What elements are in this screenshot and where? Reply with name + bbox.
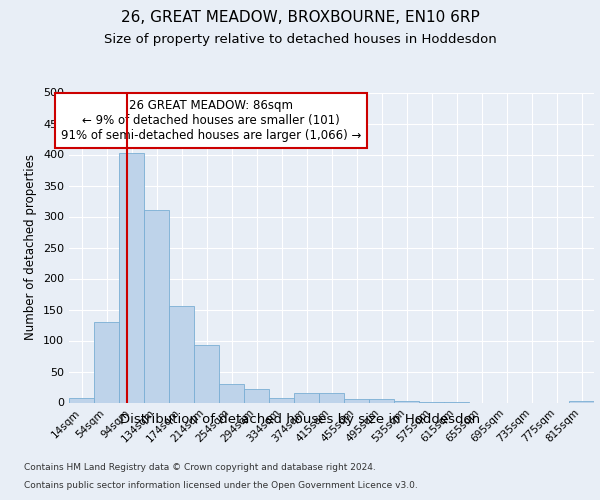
Bar	[69, 398, 94, 402]
Bar	[569, 400, 594, 402]
Text: Distribution of detached houses by size in Hoddesdon: Distribution of detached houses by size …	[120, 412, 480, 426]
Text: 26, GREAT MEADOW, BROXBOURNE, EN10 6RP: 26, GREAT MEADOW, BROXBOURNE, EN10 6RP	[121, 10, 479, 25]
Bar	[344, 399, 369, 402]
Text: Size of property relative to detached houses in Hoddesdon: Size of property relative to detached ho…	[104, 32, 496, 46]
Bar	[219, 384, 244, 402]
Bar	[194, 346, 219, 403]
Y-axis label: Number of detached properties: Number of detached properties	[25, 154, 37, 340]
Text: 26 GREAT MEADOW: 86sqm
← 9% of detached houses are smaller (101)
91% of semi-det: 26 GREAT MEADOW: 86sqm ← 9% of detached …	[61, 98, 361, 142]
Bar	[144, 210, 169, 402]
Bar	[94, 322, 119, 402]
Bar	[169, 306, 194, 402]
Text: Contains HM Land Registry data © Crown copyright and database right 2024.: Contains HM Land Registry data © Crown c…	[24, 464, 376, 472]
Text: Contains public sector information licensed under the Open Government Licence v3: Contains public sector information licen…	[24, 481, 418, 490]
Bar	[294, 393, 319, 402]
Bar	[369, 399, 394, 402]
Bar	[119, 152, 144, 402]
Bar	[319, 393, 344, 402]
Bar	[269, 398, 294, 402]
Bar	[244, 389, 269, 402]
